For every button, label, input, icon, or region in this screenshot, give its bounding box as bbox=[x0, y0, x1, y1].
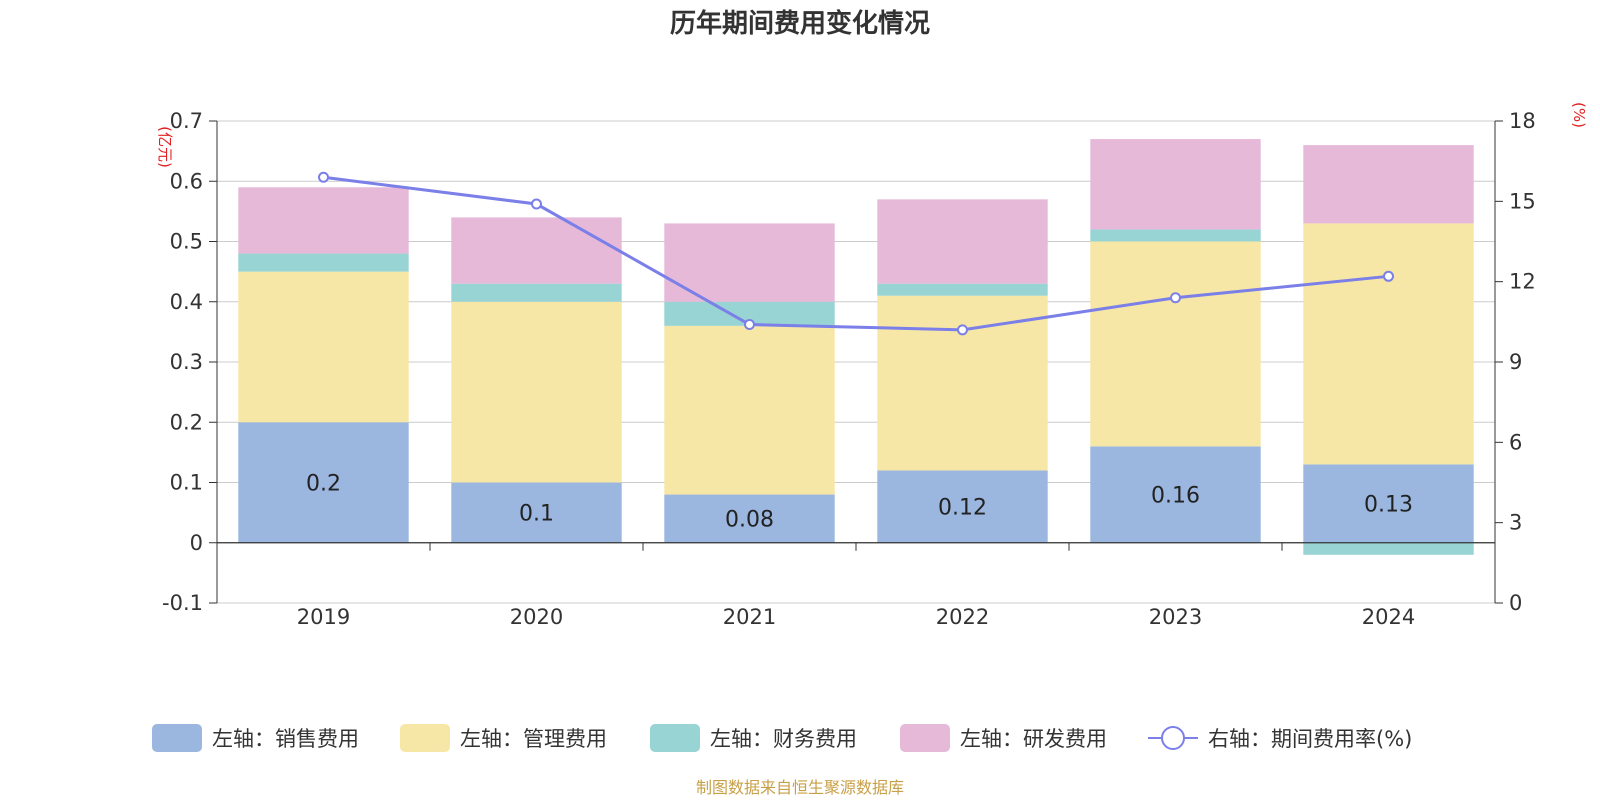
left-tick-label: 0.2 bbox=[170, 410, 203, 434]
bar-2019 bbox=[238, 253, 409, 272]
bar-value-label: 0.13 bbox=[1364, 493, 1413, 518]
right-tick-label: 0 bbox=[1509, 591, 1522, 615]
bar-value-label: 0.2 bbox=[306, 472, 341, 497]
x-tick-label: 2021 bbox=[723, 605, 776, 629]
bar-2022 bbox=[877, 470, 1048, 543]
right-tick-label: 3 bbox=[1509, 511, 1522, 535]
axes: 0.7 0.6 0.5 0.4 0.3 0.2 0.1 0 -0.1 18 15 12 9 6 3 0 (亿元)… bbox=[156, 102, 1588, 629]
legend-item[interactable]: 左轴：管理费用 bbox=[400, 724, 607, 752]
bar-2024 bbox=[1303, 145, 1474, 224]
bar-value-label: 0.12 bbox=[938, 496, 987, 521]
rate-line bbox=[323, 175, 1389, 332]
right-tick-label: 15 bbox=[1509, 189, 1536, 213]
left-tick-label: -0.1 bbox=[162, 591, 203, 615]
bar-value-label: 0.08 bbox=[725, 508, 774, 533]
left-tick-label: 0.4 bbox=[170, 290, 203, 314]
legend-swatch bbox=[650, 724, 700, 752]
bar-2022 bbox=[877, 283, 1048, 296]
x-tick-label: 2019 bbox=[297, 605, 350, 629]
rate-point bbox=[1383, 270, 1394, 282]
left-tick-label: 0.7 bbox=[170, 109, 203, 133]
bar-2023 bbox=[1090, 241, 1261, 447]
data-labels: 0.2 0.1 0.08 0.12 0.16 0.13 bbox=[306, 472, 1413, 533]
bar-2021 bbox=[664, 494, 835, 543]
legend-swatch bbox=[152, 724, 202, 752]
bar-2023 bbox=[1090, 229, 1261, 242]
bar-2020 bbox=[451, 482, 622, 543]
rate-point bbox=[1170, 292, 1181, 304]
bar-2019 bbox=[238, 422, 409, 543]
legend-marker-icon bbox=[1161, 726, 1185, 750]
legend: 左轴：销售费用 左轴：管理费用 左轴：财务费用 左轴：研发费用 右轴：期间费用率(%) bbox=[152, 724, 1412, 752]
bar-2019 bbox=[238, 271, 409, 423]
left-tick-label: 0.5 bbox=[170, 230, 203, 254]
legend-label: 左轴：销售费用 bbox=[212, 727, 359, 751]
right-tick-label: 12 bbox=[1509, 270, 1536, 294]
left-tick-label: 0 bbox=[190, 531, 203, 555]
line-series bbox=[318, 171, 1394, 336]
legend-label: 左轴：财务费用 bbox=[710, 727, 857, 751]
bar-2023 bbox=[1090, 139, 1261, 230]
bar-value-label: 0.16 bbox=[1151, 484, 1200, 509]
bar-2020 bbox=[451, 301, 622, 483]
rate-point bbox=[957, 324, 968, 336]
bar-2019 bbox=[238, 187, 409, 254]
legend-item[interactable]: 左轴：研发费用 bbox=[900, 724, 1107, 752]
legend-label: 右轴：期间费用率(%) bbox=[1208, 727, 1412, 751]
bar-value-label: 0.1 bbox=[519, 502, 554, 527]
left-axis-unit: (亿元) bbox=[156, 126, 174, 168]
rate-point bbox=[744, 319, 755, 331]
legend-item[interactable]: 左轴：销售费用 bbox=[152, 724, 359, 752]
rate-point bbox=[318, 171, 329, 183]
bar-2023 bbox=[1090, 446, 1261, 543]
right-tick-label: 9 bbox=[1509, 350, 1522, 374]
left-tick-label: 0.6 bbox=[170, 169, 203, 193]
bar-2021 bbox=[664, 223, 835, 302]
right-tick-label: 6 bbox=[1509, 430, 1522, 454]
legend-label: 左轴：研发费用 bbox=[960, 727, 1107, 751]
bar-2020 bbox=[451, 217, 622, 284]
bar-2024 bbox=[1303, 464, 1474, 543]
chart-title: 历年期间费用变化情况 bbox=[670, 8, 930, 39]
right-axis-unit: (%) bbox=[1570, 102, 1588, 128]
legend-label: 左轴：管理费用 bbox=[460, 727, 607, 751]
legend-item[interactable]: 右轴：期间费用率(%) bbox=[1148, 726, 1412, 751]
source-note: 制图数据来自恒生聚源数据库 bbox=[696, 778, 904, 797]
x-tick-label: 2020 bbox=[510, 605, 563, 629]
legend-swatch bbox=[900, 724, 950, 752]
bar-2022 bbox=[877, 199, 1048, 284]
rate-point bbox=[531, 198, 542, 210]
left-tick-label: 0.1 bbox=[170, 471, 203, 495]
right-tick-label: 18 bbox=[1509, 109, 1536, 133]
x-tick-label: 2024 bbox=[1362, 605, 1415, 629]
left-tick-label: 0.3 bbox=[170, 350, 203, 374]
legend-swatch bbox=[400, 724, 450, 752]
bar-2021 bbox=[664, 325, 835, 495]
bar-2020 bbox=[451, 283, 622, 302]
bars bbox=[238, 139, 1474, 555]
bar-2024 bbox=[1303, 223, 1474, 465]
grid-lines bbox=[217, 120, 1495, 604]
legend-item[interactable]: 左轴：财务费用 bbox=[650, 724, 857, 752]
bar-2024 bbox=[1303, 542, 1474, 555]
x-tick-label: 2022 bbox=[936, 605, 989, 629]
x-tick-label: 2023 bbox=[1149, 605, 1202, 629]
